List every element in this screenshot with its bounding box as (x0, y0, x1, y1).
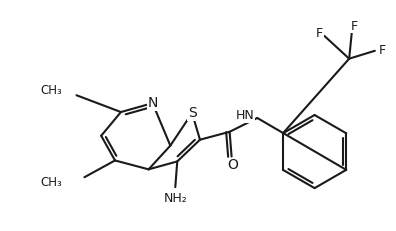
Text: F: F (379, 44, 386, 57)
Text: CH₃: CH₃ (40, 176, 62, 189)
Text: CH₃: CH₃ (40, 84, 62, 97)
Text: NH₂: NH₂ (164, 192, 187, 206)
Text: F: F (316, 27, 323, 40)
Text: F: F (350, 20, 358, 33)
Text: O: O (227, 158, 238, 172)
Text: N: N (147, 96, 158, 110)
Text: S: S (188, 106, 196, 120)
Text: HN: HN (236, 109, 254, 122)
